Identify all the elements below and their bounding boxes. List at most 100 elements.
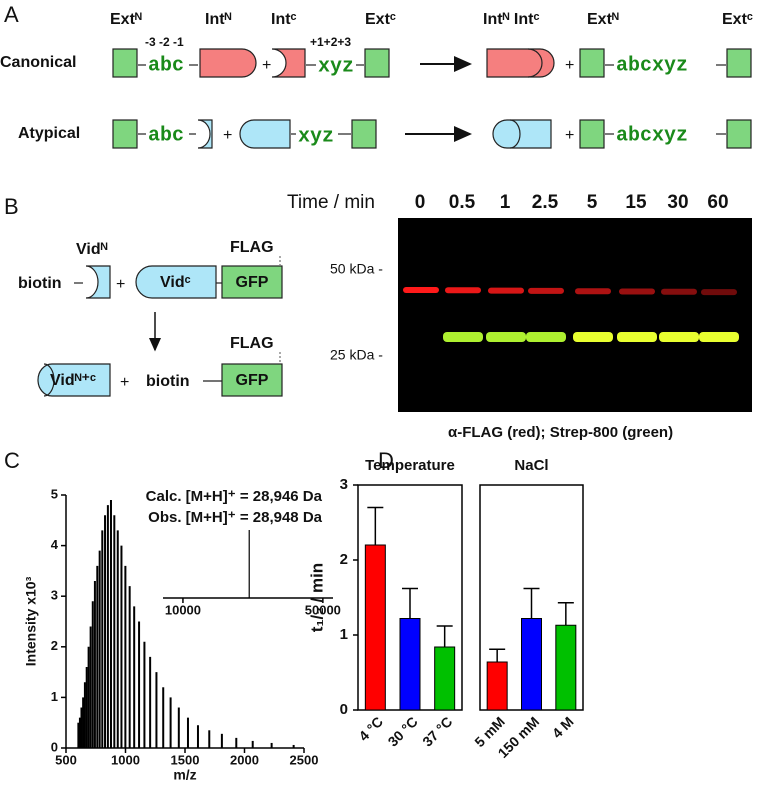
bar [434, 646, 456, 711]
x-tick-label: 30 °C [385, 713, 421, 749]
bar [555, 624, 577, 711]
y-tick-label: 1 [340, 626, 348, 643]
box [112, 48, 138, 78]
x-tick-label: 500 [55, 752, 77, 767]
band-red [575, 288, 611, 295]
lane-label: 0 [415, 192, 426, 213]
position-label: +1+2+3 [310, 35, 351, 49]
intein-c [239, 119, 291, 149]
lane-label: 60 [707, 192, 728, 213]
band-red [528, 287, 564, 294]
plus: + [262, 57, 271, 74]
y-tick-label: 2 [51, 638, 58, 653]
intein-junction [527, 48, 543, 78]
band-red [661, 288, 697, 295]
panel-a: Extᴺ Intᴺ Intᶜ Extᶜ Intᴺ Intᶜ Extᴺ Extᶜ … [0, 11, 753, 149]
sequence: abcxyz [616, 124, 688, 147]
x-axis-label: m/z [173, 767, 196, 783]
panel-letter: D [378, 448, 394, 473]
label: GFP [236, 274, 269, 291]
band-red [701, 289, 737, 296]
box [351, 119, 377, 149]
panel-letter: B [4, 194, 19, 219]
x-tick-label: 50000 [305, 602, 341, 617]
annotation: Calc. [M+H]⁺ = 28,946 Da [146, 488, 323, 505]
lane-label: 30 [667, 192, 688, 213]
band-red [445, 287, 481, 294]
vid-n [85, 265, 111, 299]
bar [364, 544, 386, 711]
intein-n [197, 119, 213, 149]
chart-title: NaCl [514, 457, 548, 474]
x-tick-label: 10000 [165, 602, 201, 617]
plus: + [565, 127, 574, 144]
box [579, 48, 605, 78]
plus: + [120, 374, 129, 391]
y-tick-label: 3 [340, 476, 348, 493]
label: 25 kDa - [330, 347, 383, 363]
lane-label: 0.5 [449, 192, 476, 213]
box [221, 265, 283, 299]
label: Intᶜ [271, 11, 297, 28]
y-tick-label: 4 [51, 537, 59, 552]
junction [43, 363, 55, 397]
bands: 0 0.5 1 2.5 5 15 30 60 [403, 192, 739, 342]
box [364, 48, 390, 78]
label: GFP [236, 372, 269, 389]
band-green [699, 332, 739, 342]
lane-label: 2.5 [532, 192, 559, 213]
box [112, 119, 138, 149]
label: biotin [146, 373, 190, 390]
x-tick-label: 37 °C [419, 713, 455, 749]
sequence: xyz [318, 55, 354, 78]
label: Intᴺ Intᶜ [483, 11, 540, 28]
x-tick-label: 4 M [549, 713, 577, 741]
y-tick-label: 2 [340, 551, 348, 568]
x-tick-label: 1000 [111, 752, 140, 767]
label: Extᶜ [722, 11, 753, 28]
sequence: xyz [298, 125, 334, 148]
plus: + [116, 276, 125, 293]
y-tick-label: 0 [340, 701, 348, 718]
x-tick-label: 2000 [230, 752, 259, 767]
box [726, 119, 752, 149]
plus: + [565, 57, 574, 74]
bar [486, 661, 508, 711]
label: Intᴺ [205, 11, 232, 28]
chart-title: Temperature [365, 457, 455, 474]
label: Vidᴺ [76, 241, 108, 258]
box [579, 119, 605, 149]
row-label: Atypical [18, 125, 80, 142]
intein-c [271, 48, 306, 78]
label: Vidᴺ⁺ᶜ [50, 372, 96, 389]
plus: + [223, 127, 232, 144]
band-green [573, 332, 613, 342]
y-tick-label: 0 [51, 739, 58, 754]
label: Vidᶜ [160, 274, 191, 291]
band-red [619, 288, 655, 295]
box [221, 363, 283, 397]
band-green [486, 332, 526, 342]
label: FLAG [230, 239, 274, 256]
band-green [617, 332, 657, 342]
bar [521, 618, 542, 711]
charts: 500 1000 1500 2000 2500 0 1 2 3 4 5 m/z Intensity x1… [23, 457, 584, 783]
gel [398, 218, 752, 412]
panel-b: Vidᴺ FLAG biotin + Vidᶜ GFP FLAG Vidᴺ⁺ᶜ … [18, 192, 752, 441]
intein [492, 119, 552, 149]
intein [486, 48, 555, 78]
band-green [659, 332, 699, 342]
band-green [526, 332, 566, 342]
annotation: Obs. [M+H]⁺ = 28,948 Da [148, 509, 322, 526]
lane-label: 5 [587, 192, 598, 213]
band-green [443, 332, 483, 342]
x-tick-label: 1500 [171, 752, 200, 767]
y-tick-label: 1 [51, 689, 58, 704]
intein-junction [509, 119, 521, 149]
y-axis-label: t₁/₂ / min [307, 563, 326, 632]
y-tick-label: 5 [51, 486, 58, 501]
vid-c [135, 265, 217, 299]
panel-letter: A [4, 2, 19, 27]
label: Extᶜ [365, 11, 396, 28]
sequence: abcxyz [616, 54, 688, 77]
